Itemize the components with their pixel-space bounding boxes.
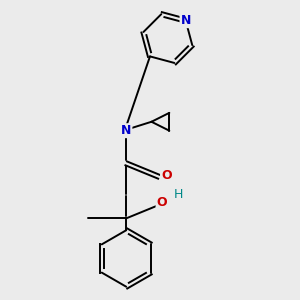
Text: O: O: [157, 196, 167, 208]
Text: N: N: [181, 14, 191, 27]
Text: O: O: [161, 169, 172, 182]
Text: N: N: [121, 124, 131, 137]
Text: H: H: [173, 188, 183, 201]
